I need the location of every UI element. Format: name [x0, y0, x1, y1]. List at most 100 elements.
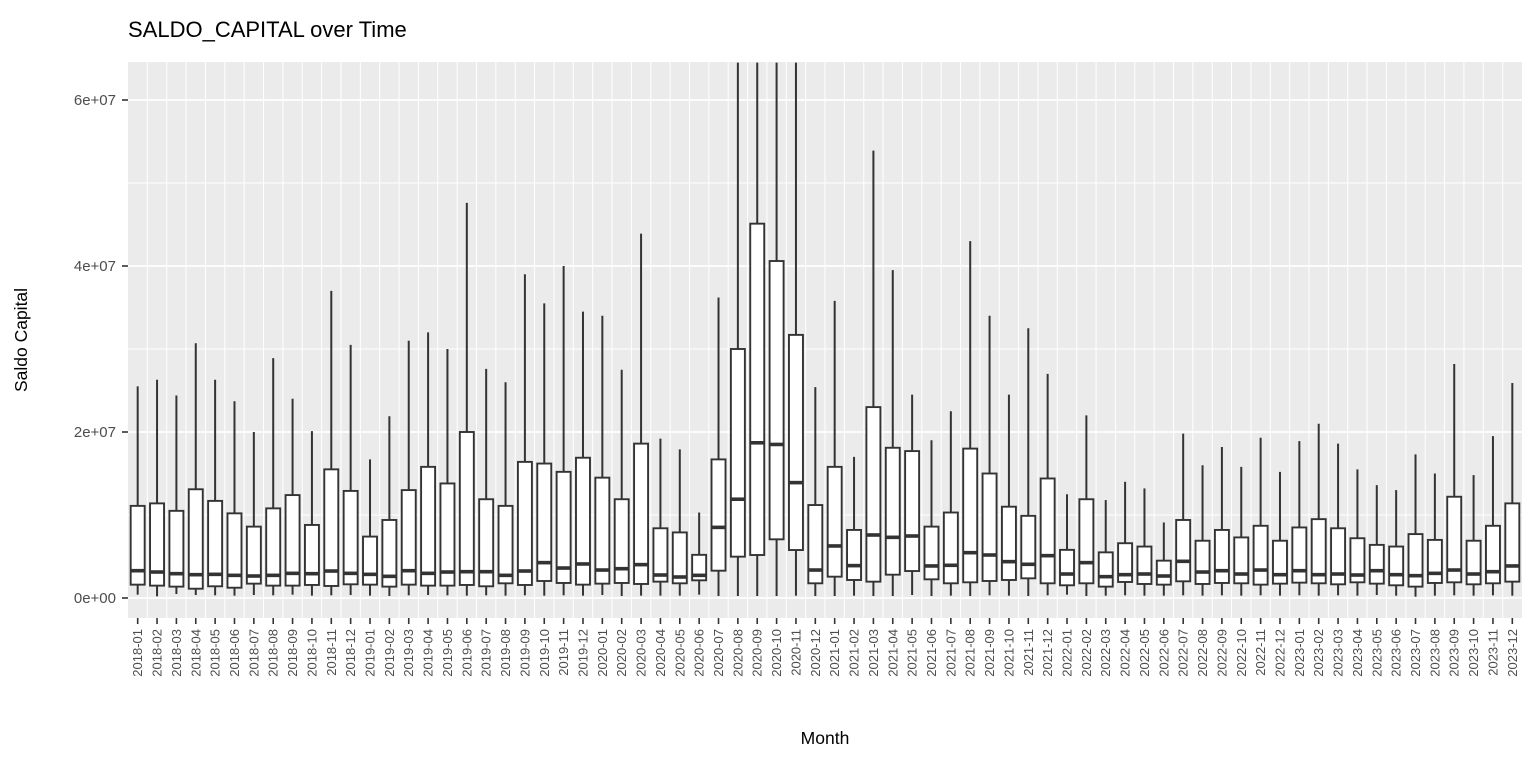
boxplot-2022-05 [1136, 488, 1153, 596]
iqr-box [342, 489, 359, 586]
iqr-box [536, 462, 553, 582]
iqr-box [923, 525, 940, 581]
iqr-box [1175, 519, 1192, 583]
iqr-box [942, 511, 959, 585]
boxplot-2020-07 [710, 297, 727, 597]
boxplot-2021-07 [942, 411, 959, 596]
boxplot-2020-04 [652, 438, 669, 596]
boxplot-2020-08 [729, 62, 746, 597]
iqr-box [962, 447, 979, 584]
iqr-box [400, 489, 417, 586]
x-tick-label: 2023-01 [1292, 629, 1307, 677]
boxplot-2023-03 [1330, 443, 1347, 596]
iqr-box [710, 458, 727, 572]
iqr-box [1039, 477, 1056, 585]
boxplot-2020-01 [594, 315, 611, 596]
x-tick-label: 2022-08 [1195, 629, 1210, 677]
x-tick-label: 2019-12 [575, 629, 590, 677]
y-tick-label: 2e+07 [74, 424, 116, 441]
boxplot-2023-09 [1446, 363, 1463, 596]
x-tick-label: 2019-04 [421, 629, 436, 677]
iqr-box [826, 465, 843, 578]
x-tick-label: 2022-07 [1176, 629, 1191, 677]
iqr-box [613, 498, 630, 584]
boxplot-2019-01 [362, 459, 378, 596]
boxplot-2019-09 [516, 274, 533, 596]
boxplot-2018-10 [303, 431, 320, 596]
y-tick-label: 4e+07 [74, 258, 116, 275]
boxplot-2020-12 [807, 387, 824, 597]
boxplot-2023-06 [1388, 490, 1405, 596]
x-tick-label: 2022-03 [1098, 629, 1113, 677]
boxplot-2018-03 [168, 395, 185, 595]
boxplot-2022-10 [1233, 466, 1250, 596]
x-tick-label: 2022-04 [1118, 629, 1133, 677]
iqr-box [478, 498, 495, 588]
iqr-box [555, 470, 572, 584]
x-tick-label: 2018-08 [266, 629, 281, 677]
x-tick-label: 2018-03 [169, 629, 184, 677]
iqr-box [497, 504, 514, 585]
x-tick-label: 2020-11 [788, 629, 803, 676]
iqr-box [904, 450, 921, 572]
boxplot-2019-05 [439, 349, 456, 596]
boxplot-2023-01 [1291, 441, 1308, 596]
iqr-box [1233, 536, 1250, 585]
iqr-box [1272, 539, 1288, 585]
iqr-box [846, 528, 862, 581]
x-tick-label: 2022-02 [1079, 629, 1094, 677]
boxplot-2021-09 [981, 315, 998, 596]
boxplot-2022-02 [1078, 415, 1095, 597]
x-tick-label: 2018-09 [285, 629, 300, 677]
boxplot-2019-02 [381, 416, 398, 597]
x-tick-label: 2019-10 [537, 629, 552, 677]
boxplot-2018-01 [129, 386, 146, 595]
x-tick-label: 2018-11 [324, 629, 339, 676]
boxplot-2018-04 [187, 343, 204, 596]
boxplot-2022-06 [1155, 522, 1172, 596]
iqr-box [1485, 524, 1501, 585]
boxplot-2022-09 [1213, 446, 1230, 596]
vertical-gridlines [146, 62, 1504, 618]
iqr-box [1194, 539, 1211, 585]
iqr-box [1059, 548, 1075, 587]
x-tick-label: 2022-06 [1156, 629, 1171, 677]
iqr-box [671, 531, 688, 585]
iqr-box [226, 512, 243, 589]
boxplot-2022-01 [1059, 494, 1075, 595]
x-tick-label: 2021-12 [1040, 629, 1055, 677]
iqr-box [284, 494, 301, 587]
iqr-box [1117, 542, 1134, 583]
boxplot-2023-12 [1504, 383, 1521, 596]
boxplot-2020-05 [671, 449, 688, 596]
iqr-box [768, 260, 785, 541]
boxplot-2023-05 [1368, 485, 1385, 596]
boxplot-2023-07 [1407, 454, 1424, 597]
iqr-box [1504, 502, 1521, 583]
x-tick-label: 2023-04 [1350, 629, 1365, 677]
iqr-box [884, 446, 901, 576]
boxplot-2019-11 [555, 266, 572, 596]
boxplot-2022-08 [1194, 465, 1211, 596]
x-tick-label: 2020-03 [634, 629, 649, 677]
x-tick-label: 2021-10 [1001, 629, 1016, 677]
boxplot-2021-08 [962, 241, 979, 597]
x-tick-label: 2021-07 [943, 629, 958, 677]
boxplot-2018-07 [245, 432, 262, 596]
iqr-box [749, 222, 766, 556]
x-tick-label: 2023-08 [1427, 629, 1442, 677]
x-tick-label: 2020-01 [595, 629, 610, 677]
iqr-box [1213, 528, 1230, 584]
x-tick-label: 2022-01 [1060, 629, 1075, 677]
boxplot-2018-08 [265, 358, 282, 596]
boxplot-2018-02 [149, 379, 165, 597]
iqr-box [1000, 505, 1017, 581]
iqr-box [168, 509, 185, 588]
x-tick-label: 2018-07 [246, 629, 261, 677]
iqr-box [381, 519, 398, 588]
iqr-box [1426, 538, 1443, 584]
x-tick-label: 2022-10 [1234, 629, 1249, 677]
x-tick-label: 2023-11 [1485, 629, 1500, 676]
iqr-box [633, 442, 650, 585]
